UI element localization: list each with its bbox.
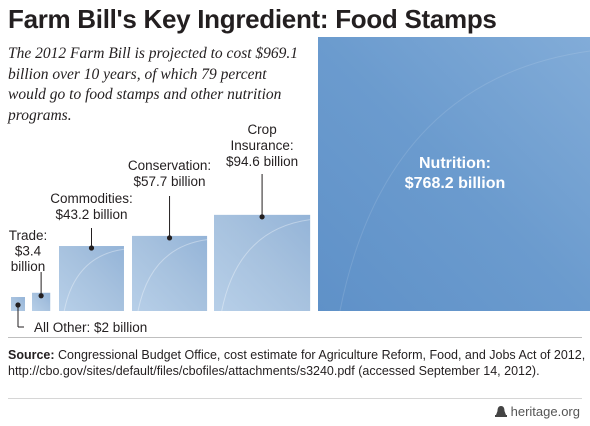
square-highlight bbox=[221, 219, 311, 312]
square-highlight bbox=[339, 50, 590, 312]
square-crop-insurance bbox=[214, 214, 311, 311]
label-all-other: All Other: $2 billion bbox=[34, 320, 147, 335]
divider bbox=[8, 337, 582, 338]
chart-title: Farm Bill's Key Ingredient: Food Stamps bbox=[8, 4, 497, 34]
source-label: Source: bbox=[8, 348, 55, 362]
brand[interactable]: heritage.org bbox=[494, 404, 580, 419]
label-conservation: Conservation: $57.7 billion bbox=[128, 158, 211, 189]
square-highlight bbox=[63, 248, 125, 312]
liberty-bell-icon bbox=[494, 406, 507, 417]
square-nutrition bbox=[318, 37, 590, 311]
brand-text: heritage.org bbox=[510, 404, 580, 419]
label-trade: Trade: $3.4 billion bbox=[9, 228, 48, 274]
square-trade bbox=[32, 292, 51, 311]
chart-subtitle: The 2012 Farm Bill is projected to cost … bbox=[8, 45, 299, 124]
source-text: Congressional Budget Office, cost estima… bbox=[8, 348, 586, 378]
label-crop-insurance: Crop Insurance: $94.6 billion bbox=[226, 122, 298, 169]
label-commodities: Commodities: $43.2 billion bbox=[50, 191, 133, 222]
label-nutrition: Nutrition: $768.2 billion bbox=[405, 155, 505, 192]
square-commodities bbox=[59, 246, 124, 311]
source-note: Source: Congressional Budget Office, cos… bbox=[8, 347, 588, 379]
square-highlight bbox=[137, 239, 208, 312]
footer-divider bbox=[8, 398, 582, 399]
square-conservation bbox=[132, 235, 208, 311]
